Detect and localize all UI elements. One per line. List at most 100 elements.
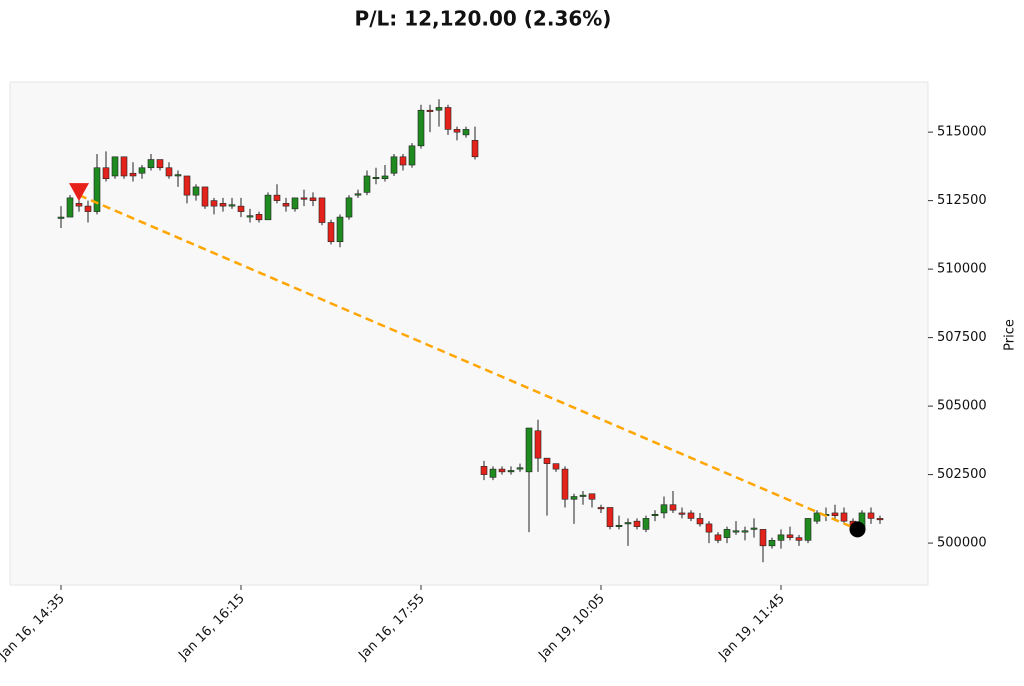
candle-body <box>867 512 875 519</box>
candle-body <box>813 512 821 522</box>
candle-body <box>381 175 389 180</box>
candle-body <box>795 537 803 541</box>
candle-body <box>246 215 254 218</box>
candle-body <box>534 430 542 459</box>
candle-body <box>633 520 641 527</box>
candle-body <box>318 197 326 223</box>
candle-body <box>75 203 83 207</box>
candle-body <box>480 466 488 475</box>
x-tick-label: Jan 19, 10:05 <box>535 591 607 663</box>
candle-body <box>255 214 263 221</box>
candle-body <box>363 175 371 193</box>
candle-body <box>741 530 749 533</box>
candle-body <box>552 463 560 470</box>
candle-body <box>588 493 596 500</box>
y-axis-label: Price <box>1003 319 1018 351</box>
candle-body <box>507 470 515 473</box>
y-tick-label: 500000 <box>937 536 987 551</box>
candle-body <box>777 534 785 541</box>
y-tick-label: 507500 <box>937 330 987 345</box>
candle-body <box>300 197 308 200</box>
candle-body <box>804 518 812 541</box>
candle-body <box>120 156 128 177</box>
chart-title: P/L: 12,120.00 (2.36%) <box>355 7 612 31</box>
candle-body <box>210 200 218 207</box>
candle-body <box>543 457 551 464</box>
candle-body <box>561 468 569 500</box>
y-tick-label: 502500 <box>937 467 987 482</box>
candle-body <box>156 159 164 169</box>
entry-marker <box>69 183 89 202</box>
candle-body <box>597 507 605 510</box>
candle-body <box>462 129 470 136</box>
candle-body <box>219 203 227 207</box>
candle-body <box>768 540 776 547</box>
candle-body <box>165 167 173 177</box>
candle-body <box>732 530 740 533</box>
candle-body <box>372 177 380 180</box>
candle-body <box>714 534 722 541</box>
candle-body <box>408 145 416 166</box>
candle-body <box>138 167 146 174</box>
candle-body <box>327 222 335 243</box>
candle-body <box>417 109 425 147</box>
x-tick-label: Jan 16, 14:35 <box>0 591 68 663</box>
candle-body <box>570 496 578 500</box>
candle-body <box>390 156 398 174</box>
candle-body <box>678 512 686 515</box>
exit-marker <box>849 521 866 538</box>
candle-body <box>444 107 452 130</box>
candle-body <box>669 504 677 511</box>
candle-body <box>354 193 362 196</box>
candle-body <box>129 172 137 177</box>
candle-body <box>786 534 794 538</box>
candle-body <box>876 518 884 521</box>
candle-body <box>696 518 704 525</box>
candle-body <box>759 529 767 547</box>
candle-body <box>102 167 110 180</box>
candle-body <box>399 156 407 166</box>
candle-body <box>840 512 848 522</box>
candle-body <box>705 523 713 533</box>
candle-body <box>264 194 272 221</box>
candle-body <box>201 186 209 207</box>
candle-body <box>606 507 614 527</box>
candle-body <box>750 527 758 530</box>
plot-area <box>9 81 929 586</box>
candle-body <box>174 174 182 177</box>
trade-line <box>78 193 858 531</box>
candle-body <box>93 167 101 212</box>
candle-body <box>435 107 443 111</box>
candle-body <box>687 512 695 519</box>
candle-body <box>471 140 479 158</box>
candle-body <box>273 194 281 201</box>
candle-body <box>291 197 299 210</box>
candle-body <box>651 514 659 516</box>
candle-body <box>615 524 623 527</box>
candle-body <box>228 204 236 207</box>
candle-body <box>84 205 92 212</box>
candle-body <box>525 427 533 473</box>
candle-body <box>831 512 839 516</box>
y-tick-label: 505000 <box>937 399 987 414</box>
candle-body <box>183 175 191 196</box>
candle-body <box>345 197 353 218</box>
x-tick-label: Jan 19, 11:45 <box>715 591 787 663</box>
y-tick-label: 510000 <box>937 262 987 277</box>
candle-body <box>579 494 587 497</box>
candle-body <box>66 197 74 218</box>
y-tick-label: 512500 <box>937 193 987 208</box>
candle-body <box>723 529 731 538</box>
candle-body <box>147 159 155 169</box>
candle-body <box>57 216 65 219</box>
candle-body <box>453 129 461 133</box>
candle-body <box>660 504 668 514</box>
y-tick-label: 515000 <box>937 125 987 140</box>
candle-body <box>309 197 317 201</box>
candle-body <box>237 205 245 212</box>
candle-body <box>426 109 434 112</box>
candle-body <box>489 468 497 478</box>
candle-body <box>282 203 290 207</box>
candle-body <box>111 156 119 177</box>
